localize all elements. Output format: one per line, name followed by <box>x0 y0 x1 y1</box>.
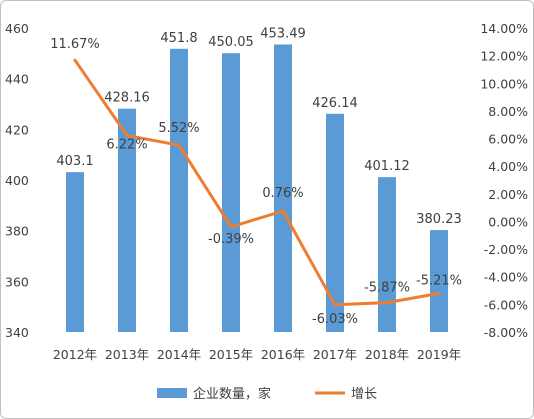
left-tick-label: 380 <box>5 224 29 239</box>
bar <box>378 177 396 332</box>
left-tick-label: 420 <box>5 122 29 137</box>
line-data-label: -6.03% <box>312 312 358 327</box>
right-tick-label: 14.00% <box>480 21 528 36</box>
x-tick-label: 2012年 <box>53 347 97 362</box>
x-tick-label: 2017年 <box>313 347 357 362</box>
legend-line-label: 增长 <box>351 387 377 402</box>
x-tick-label: 2015年 <box>209 347 253 362</box>
bar <box>430 230 448 332</box>
right-tick-label: -2.00% <box>484 242 528 257</box>
line-data-label: 11.67% <box>50 37 100 52</box>
right-axis-ticks: -8.00% -6.00% -4.00% -2.00% 0.00% 2.00% 4.00% 6… <box>480 21 528 340</box>
line-data-label: -5.21% <box>416 273 462 288</box>
left-tick-label: 460 <box>5 21 29 36</box>
legend: 企业数量，家 增长 <box>157 386 377 402</box>
right-tick-label: 10.00% <box>480 76 528 91</box>
bar-data-label: 426.14 <box>312 96 358 111</box>
line-series <box>73 58 441 307</box>
bar <box>326 113 344 333</box>
x-tick-label: 2019年 <box>417 347 461 362</box>
line-data-label: 0.76% <box>262 186 303 201</box>
left-tick-label: 400 <box>5 173 29 188</box>
x-tick-label: 2014年 <box>157 347 201 362</box>
x-tick-label: 2016年 <box>261 347 305 362</box>
right-tick-label: 2.00% <box>488 187 528 202</box>
bar-series <box>66 44 448 333</box>
right-tick-label: 6.00% <box>488 132 528 147</box>
bar-data-label: 450.05 <box>208 35 254 50</box>
line-data-labels: 11.67% 6.22% 5.52% -0.39% 0.76% -6.03% -5.87% -… <box>50 37 462 327</box>
bar-data-label: 401.12 <box>364 159 410 174</box>
x-tick-label: 2018年 <box>365 347 409 362</box>
right-tick-label: -4.00% <box>484 270 528 285</box>
line-data-label: -5.87% <box>364 281 410 296</box>
left-axis-ticks: 340 360 380 400 420 440 460 <box>5 21 29 340</box>
bar-data-labels: 403.1 428.16 451.8 450.05 453.49 426.14 401.12… <box>56 26 461 227</box>
right-tick-label: -6.00% <box>484 297 528 312</box>
left-tick-label: 340 <box>5 325 29 340</box>
line-data-label: 6.22% <box>106 138 147 153</box>
right-tick-label: 0.00% <box>488 214 528 229</box>
bar <box>274 44 292 332</box>
bar <box>118 108 136 332</box>
bar <box>66 172 84 332</box>
bar-data-label: 403.1 <box>56 154 93 169</box>
bar-data-label: 380.23 <box>416 212 462 227</box>
bar-data-label: 428.16 <box>104 91 150 106</box>
right-tick-label: 12.00% <box>480 49 528 64</box>
left-tick-label: 440 <box>5 72 29 87</box>
bar-data-label: 453.49 <box>260 26 306 41</box>
x-tick-label: 2013年 <box>105 347 149 362</box>
line-data-label: -0.39% <box>208 232 254 247</box>
line-data-label: 5.52% <box>158 121 199 136</box>
left-tick-label: 360 <box>5 274 29 289</box>
right-tick-label: 8.00% <box>488 104 528 119</box>
x-axis-ticks: 2012年 2013年 2014年 2015年 2016年 2017年 2018年 2019年 <box>53 347 461 362</box>
legend-bar-label: 企业数量，家 <box>193 386 271 402</box>
right-tick-label: 4.00% <box>488 159 528 174</box>
right-tick-label: -8.00% <box>484 325 528 340</box>
bar <box>222 53 240 332</box>
growth-line <box>73 58 441 307</box>
bar <box>170 48 188 332</box>
bar-data-label: 451.8 <box>160 31 197 46</box>
legend-bar-swatch <box>157 388 187 398</box>
